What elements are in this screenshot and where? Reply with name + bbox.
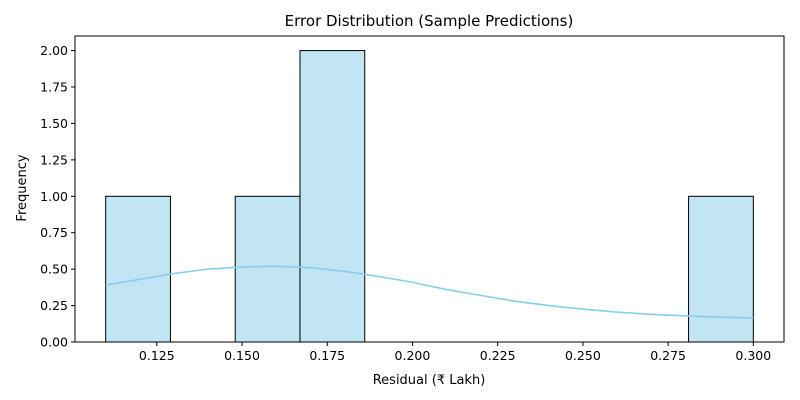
- x-tick-label-6: 0.275: [650, 348, 686, 363]
- y-tick-label-8: 2.00: [40, 43, 68, 58]
- x-tick-label-0: 0.125: [139, 348, 175, 363]
- y-axis-ticks: 0.00 0.25 0.50 0.75 1.00 1.25 1.50 1.75 2.00: [40, 43, 75, 350]
- histogram-bar-3: [299, 50, 366, 343]
- x-tick-label-7: 0.300: [735, 348, 771, 363]
- plot-frame: [74, 35, 785, 343]
- y-tick-label-7: 1.75: [40, 80, 68, 95]
- chart-title: Error Distribution (Sample Predictions): [285, 12, 574, 30]
- x-tick-label-1: 0.150: [224, 348, 260, 363]
- y-tick-label-1: 0.25: [40, 298, 68, 313]
- y-tick-label-3: 0.75: [40, 225, 68, 240]
- y-tick-label-6: 1.50: [40, 116, 68, 131]
- histogram-bar-2: [234, 195, 301, 343]
- y-tick-label-2: 0.50: [40, 262, 68, 277]
- y-tick-label-0: 0.00: [40, 335, 68, 350]
- x-axis-label: Residual (₹ Lakh): [373, 373, 486, 388]
- x-tick-label-5: 0.250: [565, 348, 601, 363]
- y-tick-label-4: 1.00: [40, 189, 68, 204]
- histogram-bars: [105, 50, 754, 343]
- x-tick-label-3: 0.200: [395, 348, 431, 363]
- histogram-bar-0: [105, 195, 171, 343]
- y-axis-label: Frequency: [15, 154, 30, 221]
- x-axis-ticks: 0.125 0.150 0.175 0.200 0.225 0.250 0.275 0.300: [139, 342, 771, 363]
- y-tick-label-5: 1.25: [40, 152, 68, 167]
- histogram-bar-9: [688, 195, 754, 343]
- kde-curve: [105, 265, 754, 319]
- x-tick-label-4: 0.225: [480, 348, 516, 363]
- x-tick-label-2: 0.175: [309, 348, 345, 363]
